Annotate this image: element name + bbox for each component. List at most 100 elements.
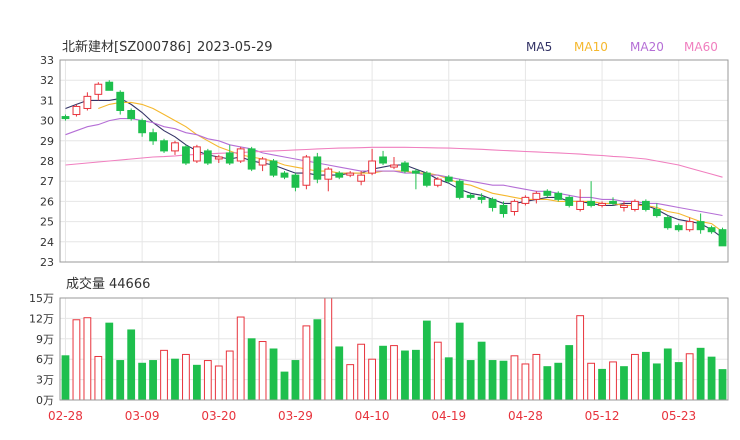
volume-bar (422, 320, 431, 401)
price-y-tick-label: 32 (40, 74, 54, 87)
volume-bar (302, 325, 311, 401)
volume-y-tick-label: 0万 (36, 394, 54, 407)
candle-body (444, 176, 453, 182)
volume-bar (291, 360, 300, 401)
date-axis-labels: 02-28 03-09 03-20 03-29 04-10 04-19 04-28 05-12… (48, 409, 696, 423)
volume-bar (587, 362, 596, 401)
candle-body (652, 208, 661, 217)
legend-ma10: MA10 (574, 40, 608, 54)
candlestick (72, 104, 81, 117)
volume-bar (576, 315, 585, 401)
stock-code: [SZ000786] (114, 40, 191, 55)
plot-frames (59, 59, 729, 401)
legend-ma5: MA5 (526, 40, 552, 54)
volume-bar (182, 353, 190, 401)
volume-bar (488, 360, 497, 401)
volume-bar (477, 341, 486, 401)
volume-bar (707, 356, 716, 401)
candlestick (247, 146, 256, 172)
price-y-tick-label: 28 (40, 155, 54, 168)
date-label: 04-10 (355, 409, 390, 423)
candle-body (466, 194, 475, 198)
candle-body (171, 142, 179, 152)
volume-bar (543, 366, 552, 401)
candle-body (696, 221, 705, 231)
candle-body (127, 110, 136, 120)
candle-body (401, 162, 409, 172)
volume-bar (138, 362, 147, 401)
volume-bar (718, 369, 727, 401)
candlestick (521, 195, 530, 206)
volume-bar (532, 353, 541, 401)
candlestick (127, 108, 136, 121)
date-label: 03-20 (201, 409, 236, 423)
candle-body (620, 204, 628, 208)
volume-bar (444, 357, 453, 401)
candle-body (379, 156, 387, 164)
candlestick (171, 140, 179, 155)
candle-body (116, 91, 125, 111)
candlestick (368, 148, 376, 176)
candle-body (61, 116, 70, 120)
candlestick (105, 80, 114, 91)
candlestick (652, 203, 661, 218)
candlestick (554, 191, 563, 202)
candlestick (313, 152, 322, 184)
candlestick (685, 217, 694, 232)
candlestick (357, 171, 366, 186)
volume-bar (565, 345, 574, 401)
candlestick (346, 171, 355, 178)
ma-line-ma60 (65, 146, 723, 178)
candlestick (258, 156, 267, 172)
candle-body (280, 172, 289, 178)
volume-bar (357, 343, 366, 401)
volume-bar (72, 319, 81, 401)
price-y-tick-label: 31 (40, 94, 54, 107)
candlestick (149, 128, 157, 145)
candlestick (466, 193, 475, 200)
candlestick (696, 213, 705, 234)
candle-body (368, 160, 376, 174)
volume-bar (379, 345, 387, 401)
candle-body (685, 221, 694, 231)
candle-body (543, 190, 552, 196)
candle-body (214, 156, 223, 160)
volume-bar (225, 350, 234, 401)
candlestick (707, 225, 716, 234)
date-label: 05-12 (585, 409, 620, 423)
price-y-tick-label: 26 (40, 195, 54, 208)
candlestick (663, 215, 672, 230)
volume-bar (499, 360, 508, 401)
candlestick (379, 150, 387, 166)
candle-body (674, 225, 683, 231)
candlestick (620, 201, 628, 212)
price-y-tick-label: 24 (40, 236, 54, 249)
volume-bar (149, 360, 157, 401)
candlestick (302, 154, 311, 190)
candlestick (412, 169, 420, 190)
price-y-tick-label: 33 (40, 54, 54, 67)
candle-body (160, 140, 168, 152)
volume-bar (390, 345, 398, 401)
candlestick (422, 171, 431, 188)
candle-body (554, 192, 563, 200)
volume-bar (455, 322, 464, 401)
volume-y-axis-ticks: 15万 12万 9万 6万 3万 0万 (29, 292, 54, 407)
candlestick (182, 144, 190, 166)
volume-bar (609, 361, 617, 401)
candle-body (718, 229, 727, 247)
candlestick (61, 114, 70, 121)
candle-body (521, 196, 530, 204)
candlestick (598, 201, 606, 208)
candle-body (663, 217, 672, 229)
volume-bar (674, 362, 683, 401)
candlestick (609, 197, 617, 206)
volume-bar (401, 350, 409, 401)
candlestick (433, 177, 442, 188)
price-y-tick-label: 30 (40, 115, 54, 128)
volume-bar (620, 366, 628, 401)
candle-body (587, 200, 596, 206)
candle-body (247, 148, 256, 170)
volume-bar (554, 362, 563, 401)
candlestick (674, 223, 683, 232)
